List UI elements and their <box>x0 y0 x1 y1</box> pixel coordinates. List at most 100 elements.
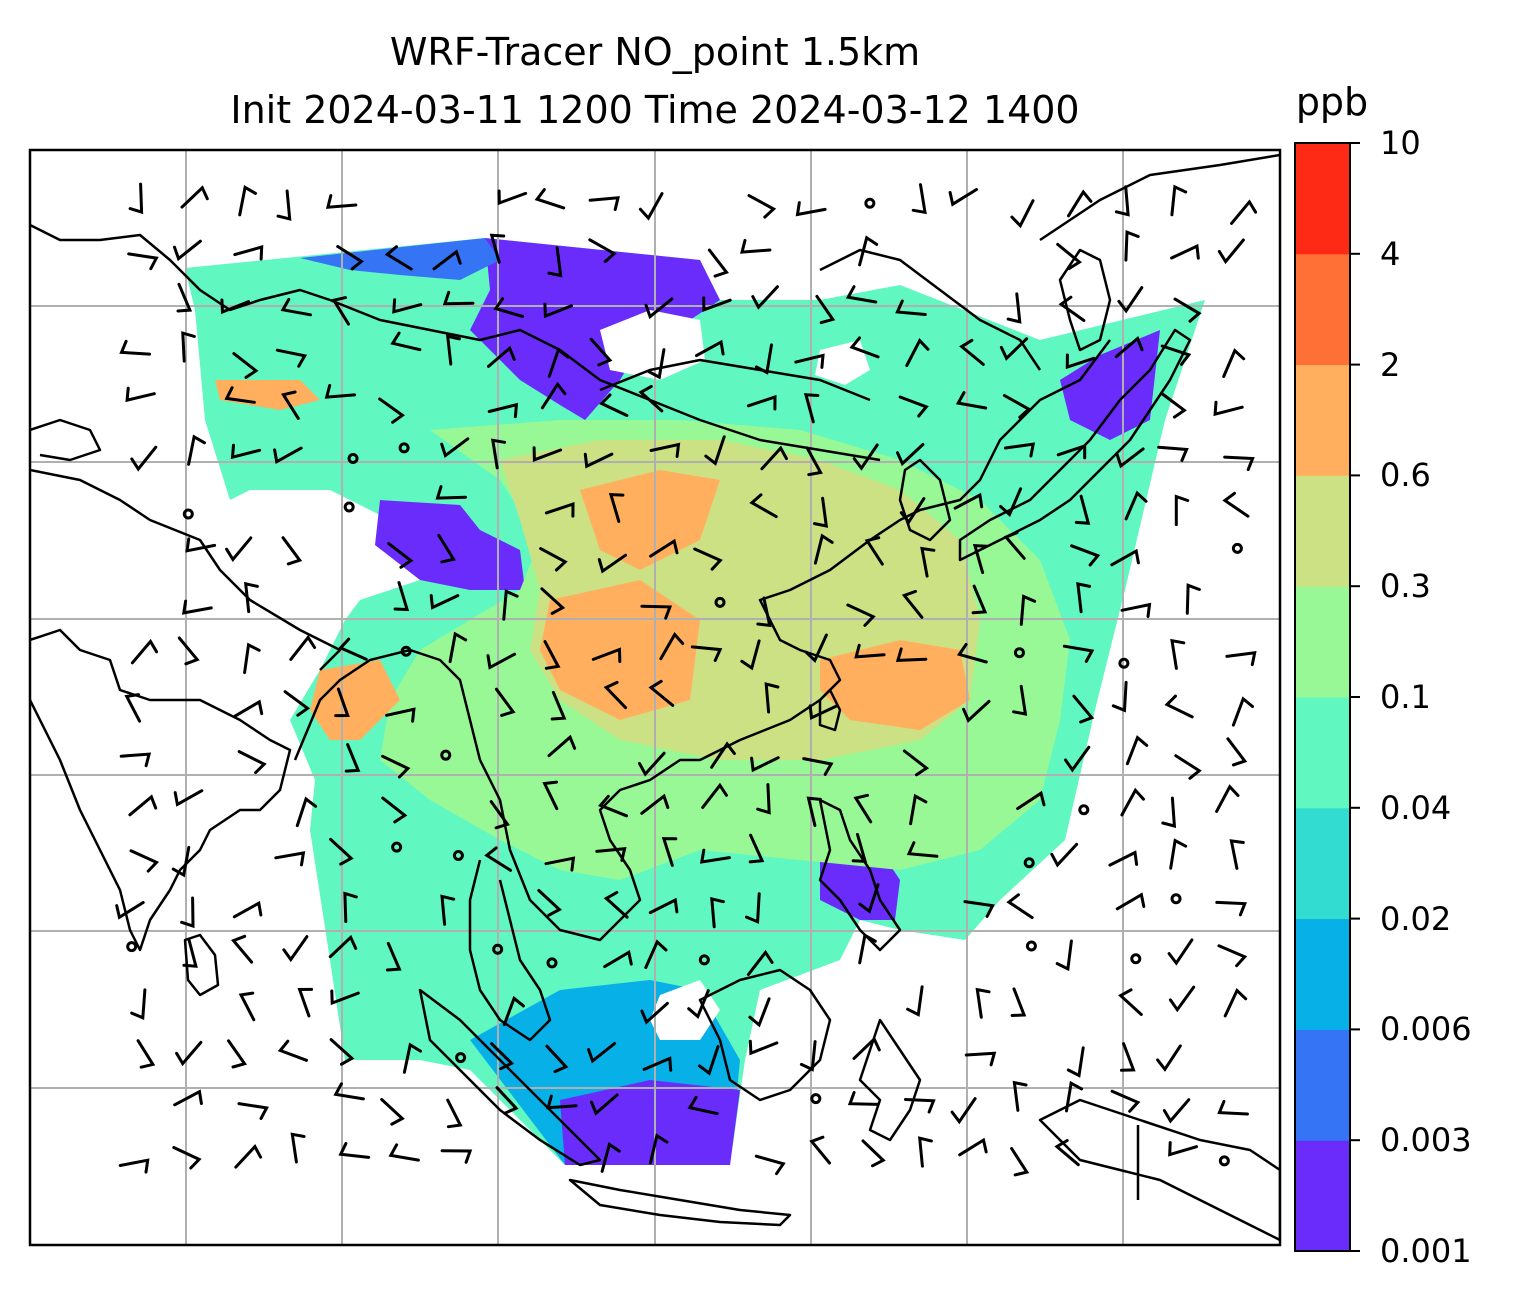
wind-barb <box>172 1146 202 1170</box>
wind-barb <box>959 338 985 366</box>
wind-barb <box>1225 651 1257 667</box>
wind-barb <box>237 750 267 775</box>
wind-barb <box>180 896 195 929</box>
wind-barb <box>745 892 761 924</box>
wind-barb <box>1019 594 1037 626</box>
wind-barb <box>385 707 416 723</box>
wind-barb <box>1223 987 1248 1018</box>
wind-barb <box>600 1141 621 1173</box>
colorbar-tick-label: 4 <box>1380 234 1401 273</box>
wind-barb <box>845 285 878 304</box>
wind-barb <box>1012 1080 1028 1112</box>
wind-barb <box>901 589 924 619</box>
wind-barb <box>440 1149 473 1164</box>
wind-barb <box>1174 754 1202 780</box>
wind-barb <box>1076 581 1092 614</box>
wind-barb <box>437 533 456 564</box>
colorbar-tick-label: 10 <box>1380 124 1421 162</box>
wind-barb <box>956 643 988 664</box>
wind-barb <box>182 937 198 968</box>
colorbar-band <box>1295 253 1350 366</box>
wind-barb <box>1217 1099 1249 1116</box>
wind-barb <box>642 1056 673 1072</box>
wind-barb <box>1170 184 1188 217</box>
wind-barb <box>591 647 622 663</box>
wind-barb <box>243 581 259 614</box>
wind-barb <box>1062 644 1095 663</box>
coastline-kamchatka <box>1039 153 1280 242</box>
wind-barb <box>804 633 828 664</box>
wind-barb <box>707 248 729 278</box>
map-frame <box>28 148 1282 1247</box>
wind-barb <box>230 443 262 460</box>
wind-barb <box>173 1089 203 1107</box>
wind-barb <box>1064 745 1091 773</box>
wind-barb <box>281 536 303 566</box>
wind-barb <box>442 290 475 306</box>
wind-barb <box>909 793 928 826</box>
coastline-borneo <box>698 968 832 1102</box>
wind-calm-circle <box>546 957 558 969</box>
wind-barb <box>435 485 467 500</box>
wind-barb <box>1115 892 1146 911</box>
border-himalaya <box>30 468 342 671</box>
wind-barb <box>1167 938 1194 966</box>
wind-barb <box>638 384 664 413</box>
wind-barb <box>393 581 410 612</box>
wind-barb <box>661 837 678 867</box>
wind-barb <box>1174 494 1190 527</box>
wind-barb <box>1108 850 1139 867</box>
field-band-blue-north <box>300 238 500 280</box>
wind-barb <box>748 1039 779 1056</box>
wind-barb <box>233 244 264 261</box>
field-band-violet-east <box>1060 330 1160 440</box>
colorbar-unit-label: ppb <box>1295 80 1369 124</box>
wind-barb <box>1006 292 1022 324</box>
wind-barb <box>237 1102 269 1120</box>
wind-barb <box>748 997 771 1028</box>
wind-barb <box>484 846 512 872</box>
wind-barb <box>906 985 924 1017</box>
wind-barb <box>1162 1098 1191 1124</box>
wind-barb <box>331 296 350 326</box>
wind-barb <box>330 989 360 1006</box>
wind-barb <box>543 302 573 319</box>
wind-barb <box>550 690 567 721</box>
wind-barb <box>544 502 575 518</box>
wind-barb <box>489 233 506 264</box>
coastline-northwest <box>30 223 331 312</box>
colorbar-tick-label: 0.003 <box>1380 1121 1472 1160</box>
wind-barb <box>746 949 774 976</box>
wind-barb <box>1230 199 1258 225</box>
wind-barb <box>644 297 674 320</box>
field-band-hole-northeast <box>815 340 870 385</box>
wind-barb <box>906 841 939 858</box>
wind-calm-circle <box>343 501 355 513</box>
wind-barb <box>1066 1046 1085 1078</box>
wind-barb <box>1056 242 1082 270</box>
wind-barb <box>547 246 563 278</box>
field-band-violet-north <box>470 238 720 420</box>
wind-barb <box>325 194 358 209</box>
wind-barb <box>233 699 264 718</box>
wind-barb <box>243 642 261 675</box>
colorbar-band <box>1295 475 1350 587</box>
wind-barb <box>402 1042 422 1074</box>
wind-barb <box>182 599 213 615</box>
wind-barb <box>1160 392 1187 419</box>
wind-barb <box>905 338 930 367</box>
wind-barb <box>1055 939 1073 972</box>
wind-barb <box>381 754 411 779</box>
wind-barb <box>545 1044 569 1074</box>
wind-barb <box>487 345 516 368</box>
wind-barb <box>1012 684 1028 716</box>
wind-barb <box>494 687 516 717</box>
wind-barb <box>813 496 829 528</box>
wind-barb <box>445 334 461 366</box>
map-title-line-2: Init 2024-03-11 1200 Time 2024-03-12 140… <box>230 88 1080 132</box>
wind-barb <box>487 402 519 419</box>
wind-barb <box>129 849 160 873</box>
wind-barb <box>847 1091 880 1106</box>
wind-barb <box>543 640 561 670</box>
